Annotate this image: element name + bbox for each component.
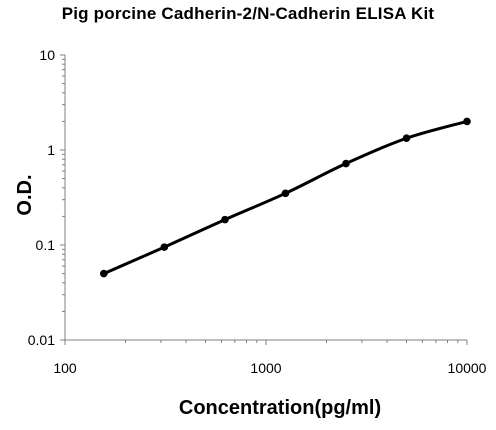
data-points-layer (100, 117, 471, 278)
y-tick-label: 1 (47, 142, 55, 158)
y-axis-label: O.D. (14, 174, 36, 215)
chart-title: Pig porcine Cadherin-2/N-Cadherin ELISA … (61, 4, 435, 23)
chart-axes (60, 54, 468, 345)
data-point (221, 215, 229, 224)
x-axis-label: Concentration(pg/ml) (179, 397, 381, 419)
data-point (342, 159, 350, 168)
x-tick-label: 100 (53, 360, 77, 376)
fit-curve (102, 119, 469, 276)
data-point (281, 189, 290, 198)
x-tick-label: 1000 (250, 360, 281, 376)
data-point (160, 243, 169, 251)
y-tick-label: 0.1 (36, 237, 56, 253)
fit-curve-layer (102, 119, 469, 276)
data-point (100, 269, 108, 278)
data-point (463, 117, 471, 126)
y-tick-labels: 10 1 0.1 0.01 (28, 47, 55, 348)
y-tick-label: 0.01 (28, 332, 55, 348)
x-tick-label: 10000 (448, 360, 487, 376)
y-tick-label: 10 (39, 47, 55, 63)
x-tick-labels: 100 1000 10000 (53, 360, 486, 376)
data-point (402, 134, 411, 143)
